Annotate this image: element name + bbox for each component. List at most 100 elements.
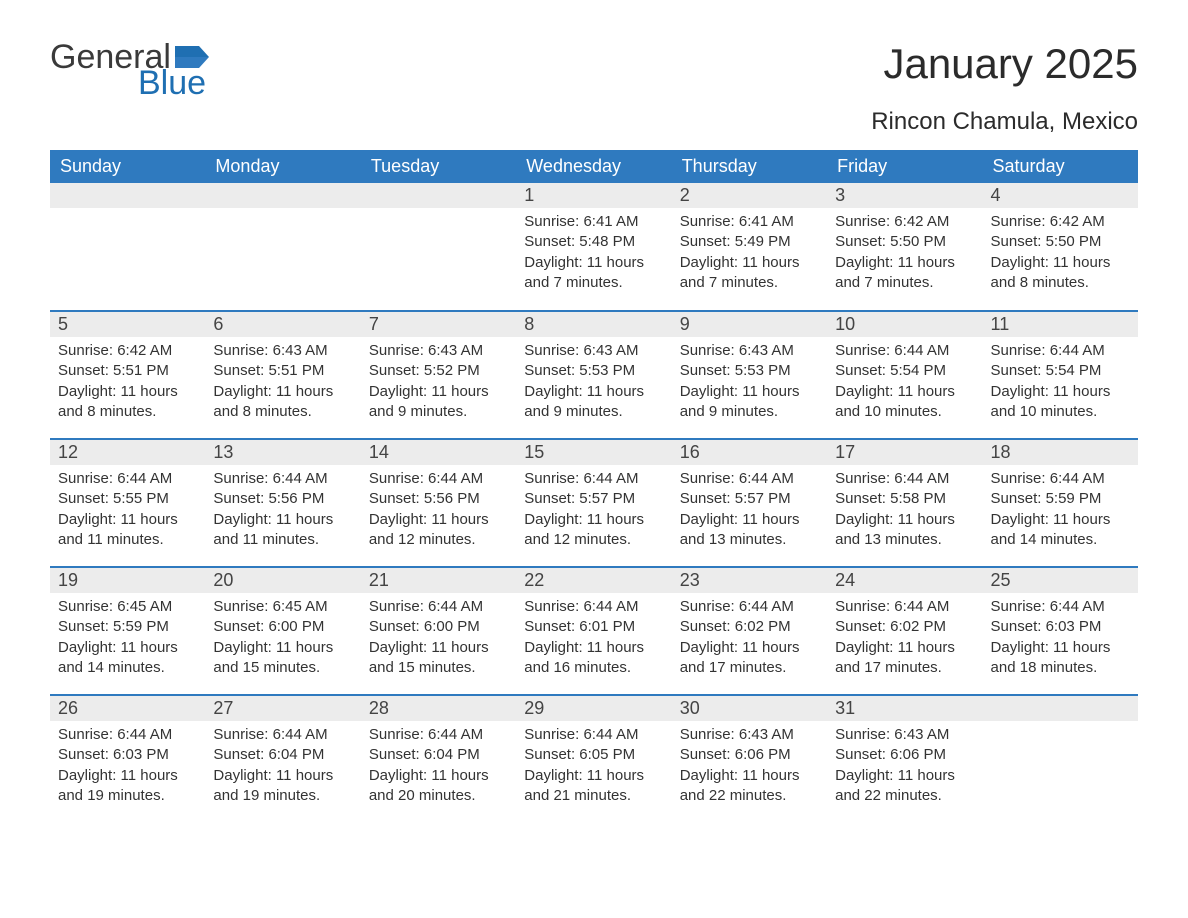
- day-number: [983, 696, 1138, 721]
- calendar-week-row: 19Sunrise: 6:45 AMSunset: 5:59 PMDayligh…: [50, 567, 1138, 695]
- calendar-cell: 11Sunrise: 6:44 AMSunset: 5:54 PMDayligh…: [983, 311, 1138, 439]
- daylight-text: and 13 minutes.: [835, 530, 974, 550]
- day-number: 8: [516, 312, 671, 337]
- sunrise-text: Sunrise: 6:44 AM: [835, 341, 974, 361]
- day-body: Sunrise: 6:44 AMSunset: 6:03 PMDaylight:…: [983, 593, 1138, 688]
- calendar-cell: 16Sunrise: 6:44 AMSunset: 5:57 PMDayligh…: [672, 439, 827, 567]
- sunrise-text: Sunrise: 6:41 AM: [680, 212, 819, 232]
- day-number: 2: [672, 183, 827, 208]
- daylight-text: and 10 minutes.: [835, 402, 974, 422]
- calendar-cell: 14Sunrise: 6:44 AMSunset: 5:56 PMDayligh…: [361, 439, 516, 567]
- page-subtitle: Rincon Chamula, Mexico: [50, 108, 1138, 136]
- day-body: Sunrise: 6:44 AMSunset: 5:58 PMDaylight:…: [827, 465, 982, 560]
- weekday-header: Monday: [205, 150, 360, 183]
- daylight-text: Daylight: 11 hours: [58, 382, 197, 402]
- daylight-text: Daylight: 11 hours: [524, 638, 663, 658]
- day-body: Sunrise: 6:44 AMSunset: 6:00 PMDaylight:…: [361, 593, 516, 688]
- day-number: 10: [827, 312, 982, 337]
- day-number: 14: [361, 440, 516, 465]
- calendar-cell: 2 Sunrise: 6:41 AMSunset: 5:49 PMDaylight…: [672, 183, 827, 311]
- calendar-week-row: 1Sunrise: 6:41 AMSunset: 5:48 PMDaylight…: [50, 183, 1138, 311]
- daylight-text: and 22 minutes.: [835, 786, 974, 806]
- sunset-text: Sunset: 6:06 PM: [680, 745, 819, 765]
- page-title: January 2025: [883, 40, 1138, 88]
- day-number: 11: [983, 312, 1138, 337]
- day-body: Sunrise: 6:42 AMSunset: 5:50 PMDaylight:…: [827, 208, 982, 303]
- weekday-header-row: Sunday Monday Tuesday Wednesday Thursday…: [50, 150, 1138, 183]
- day-body: Sunrise: 6:41 AMSunset: 5:48 PMDaylight:…: [516, 208, 671, 303]
- sunset-text: Sunset: 6:04 PM: [369, 745, 508, 765]
- sunrise-text: Sunrise: 6:44 AM: [58, 469, 197, 489]
- day-number: [205, 183, 360, 208]
- logo-word-blue: Blue: [138, 66, 209, 100]
- sunset-text: Sunset: 5:50 PM: [991, 232, 1130, 252]
- calendar-cell: 25Sunrise: 6:44 AMSunset: 6:03 PMDayligh…: [983, 567, 1138, 695]
- daylight-text: Daylight: 11 hours: [58, 510, 197, 530]
- sunset-text: Sunset: 5:52 PM: [369, 361, 508, 381]
- day-number: 15: [516, 440, 671, 465]
- day-body: Sunrise: 6:45 AMSunset: 6:00 PMDaylight:…: [205, 593, 360, 688]
- sunrise-text: Sunrise: 6:44 AM: [369, 725, 508, 745]
- daylight-text: Daylight: 11 hours: [524, 253, 663, 273]
- day-number: 22: [516, 568, 671, 593]
- sunset-text: Sunset: 5:51 PM: [213, 361, 352, 381]
- daylight-text: Daylight: 11 hours: [680, 253, 819, 273]
- calendar-table: Sunday Monday Tuesday Wednesday Thursday…: [50, 150, 1138, 823]
- sunrise-text: Sunrise: 6:44 AM: [835, 469, 974, 489]
- sunrise-text: Sunrise: 6:44 AM: [213, 469, 352, 489]
- daylight-text: Daylight: 11 hours: [524, 382, 663, 402]
- sunset-text: Sunset: 6:02 PM: [680, 617, 819, 637]
- sunrise-text: Sunrise: 6:43 AM: [213, 341, 352, 361]
- sunset-text: Sunset: 6:05 PM: [524, 745, 663, 765]
- sunset-text: Sunset: 5:53 PM: [524, 361, 663, 381]
- day-body: Sunrise: 6:43 AMSunset: 6:06 PMDaylight:…: [672, 721, 827, 816]
- day-number: 5: [50, 312, 205, 337]
- daylight-text: and 14 minutes.: [991, 530, 1130, 550]
- day-body: Sunrise: 6:44 AMSunset: 5:57 PMDaylight:…: [516, 465, 671, 560]
- sunset-text: Sunset: 5:49 PM: [680, 232, 819, 252]
- daylight-text: Daylight: 11 hours: [991, 638, 1130, 658]
- calendar-week-row: 12Sunrise: 6:44 AMSunset: 5:55 PMDayligh…: [50, 439, 1138, 567]
- day-number: 31: [827, 696, 982, 721]
- day-body: Sunrise: 6:43 AMSunset: 5:53 PMDaylight:…: [516, 337, 671, 432]
- day-number: 17: [827, 440, 982, 465]
- day-body: Sunrise: 6:43 AMSunset: 6:06 PMDaylight:…: [827, 721, 982, 816]
- daylight-text: Daylight: 11 hours: [213, 638, 352, 658]
- day-number: 30: [672, 696, 827, 721]
- sunset-text: Sunset: 6:02 PM: [835, 617, 974, 637]
- calendar-cell: [983, 695, 1138, 823]
- day-body: Sunrise: 6:43 AMSunset: 5:51 PMDaylight:…: [205, 337, 360, 432]
- day-number: 4: [983, 183, 1138, 208]
- sunrise-text: Sunrise: 6:43 AM: [524, 341, 663, 361]
- day-number: 24: [827, 568, 982, 593]
- day-number: 27: [205, 696, 360, 721]
- day-number: 7: [361, 312, 516, 337]
- daylight-text: Daylight: 11 hours: [213, 766, 352, 786]
- calendar-cell: 23Sunrise: 6:44 AMSunset: 6:02 PMDayligh…: [672, 567, 827, 695]
- sunrise-text: Sunrise: 6:44 AM: [680, 469, 819, 489]
- day-body: Sunrise: 6:44 AMSunset: 5:54 PMDaylight:…: [827, 337, 982, 432]
- daylight-text: Daylight: 11 hours: [680, 382, 819, 402]
- daylight-text: and 8 minutes.: [213, 402, 352, 422]
- sunset-text: Sunset: 6:01 PM: [524, 617, 663, 637]
- calendar-cell: 29Sunrise: 6:44 AMSunset: 6:05 PMDayligh…: [516, 695, 671, 823]
- day-body: Sunrise: 6:44 AMSunset: 5:55 PMDaylight:…: [50, 465, 205, 560]
- daylight-text: Daylight: 11 hours: [369, 638, 508, 658]
- sunset-text: Sunset: 6:04 PM: [213, 745, 352, 765]
- sunset-text: Sunset: 5:55 PM: [58, 489, 197, 509]
- daylight-text: and 13 minutes.: [680, 530, 819, 550]
- daylight-text: Daylight: 11 hours: [680, 510, 819, 530]
- day-body: Sunrise: 6:44 AMSunset: 6:02 PMDaylight:…: [827, 593, 982, 688]
- daylight-text: and 19 minutes.: [58, 786, 197, 806]
- calendar-cell: 6Sunrise: 6:43 AMSunset: 5:51 PMDaylight…: [205, 311, 360, 439]
- weekday-header: Sunday: [50, 150, 205, 183]
- daylight-text: and 19 minutes.: [213, 786, 352, 806]
- sunrise-text: Sunrise: 6:44 AM: [524, 469, 663, 489]
- daylight-text: Daylight: 11 hours: [991, 510, 1130, 530]
- daylight-text: and 9 minutes.: [369, 402, 508, 422]
- day-body: Sunrise: 6:43 AMSunset: 5:52 PMDaylight:…: [361, 337, 516, 432]
- sunrise-text: Sunrise: 6:44 AM: [991, 341, 1130, 361]
- day-body: Sunrise: 6:42 AMSunset: 5:50 PMDaylight:…: [983, 208, 1138, 303]
- day-number: 18: [983, 440, 1138, 465]
- sunrise-text: Sunrise: 6:45 AM: [213, 597, 352, 617]
